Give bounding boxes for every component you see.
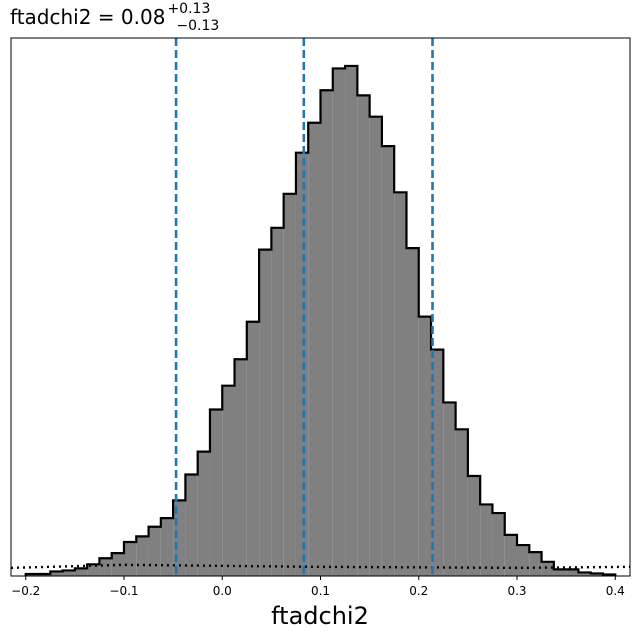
histogram-bar — [136, 536, 149, 576]
histogram-bar — [123, 541, 137, 576]
x-tick-label: 0.4 — [606, 584, 625, 598]
histogram-bar — [50, 571, 63, 576]
histogram-bar — [394, 192, 407, 576]
histogram-bar — [295, 152, 309, 576]
quantile-lines — [174, 38, 434, 576]
histogram-bar — [443, 402, 456, 576]
histogram-bar — [381, 146, 395, 576]
histogram-bar — [357, 95, 370, 576]
histogram-outline — [24, 64, 617, 576]
histogram-bar — [320, 90, 333, 577]
histogram-bar — [590, 573, 603, 576]
histogram-bar — [553, 569, 567, 576]
histogram-bar — [332, 68, 346, 577]
histogram-bar — [62, 570, 75, 576]
histogram-bar — [271, 227, 284, 577]
histogram-bar — [492, 513, 505, 576]
histogram-bar — [246, 321, 260, 576]
histogram-bar — [160, 518, 174, 576]
histogram-bar — [480, 504, 493, 576]
histogram-bar — [197, 451, 210, 576]
x-tick-label: 0.3 — [507, 584, 526, 598]
histogram-bar — [87, 564, 100, 576]
x-tick-label: 0.2 — [409, 584, 428, 598]
histogram-bar — [259, 249, 272, 577]
chart-title-main: ftadchi2 = 0.08 — [10, 5, 165, 29]
histogram-bar — [209, 409, 223, 576]
histogram-bar — [99, 558, 112, 576]
histogram-bars — [25, 65, 616, 577]
x-tick-label: −0.1 — [109, 584, 138, 598]
histogram-bar — [418, 316, 432, 576]
histogram-bar — [283, 193, 296, 576]
histogram-bar — [431, 349, 444, 576]
x-tick-label: 0.1 — [311, 584, 330, 598]
histogram-bar — [504, 534, 518, 576]
histogram-bar — [541, 561, 554, 576]
histogram-bar — [74, 568, 88, 576]
histogram-bar — [467, 476, 481, 576]
histogram-bar — [345, 65, 358, 576]
histogram-bar — [517, 545, 530, 576]
x-axis-label: ftadchi2 — [271, 602, 369, 630]
histogram-bar — [566, 569, 579, 576]
histogram-bar — [455, 429, 468, 576]
histogram-bar — [308, 122, 321, 576]
histogram-bar — [148, 526, 161, 576]
x-tick-label: 0.0 — [213, 584, 232, 598]
chart-title-lower: −0.13 — [176, 18, 219, 34]
histogram-bar — [234, 359, 247, 576]
histogram-bar — [529, 552, 542, 576]
histogram-bar — [222, 385, 235, 576]
histogram-bar — [111, 553, 124, 576]
chart-title-upper: +0.13 — [167, 1, 210, 17]
chart-title: ftadchi2 = 0.08 +0.13 −0.13 — [10, 1, 219, 34]
x-tick-label: −0.2 — [11, 584, 40, 598]
histogram-bar — [369, 116, 382, 577]
x-axis-ticks: −0.2 −0.1 0.0 0.1 0.2 0.3 0.4 — [11, 576, 625, 598]
histogram-bar — [406, 248, 419, 577]
histogram-bar — [578, 572, 591, 576]
histogram-bar — [185, 474, 198, 576]
